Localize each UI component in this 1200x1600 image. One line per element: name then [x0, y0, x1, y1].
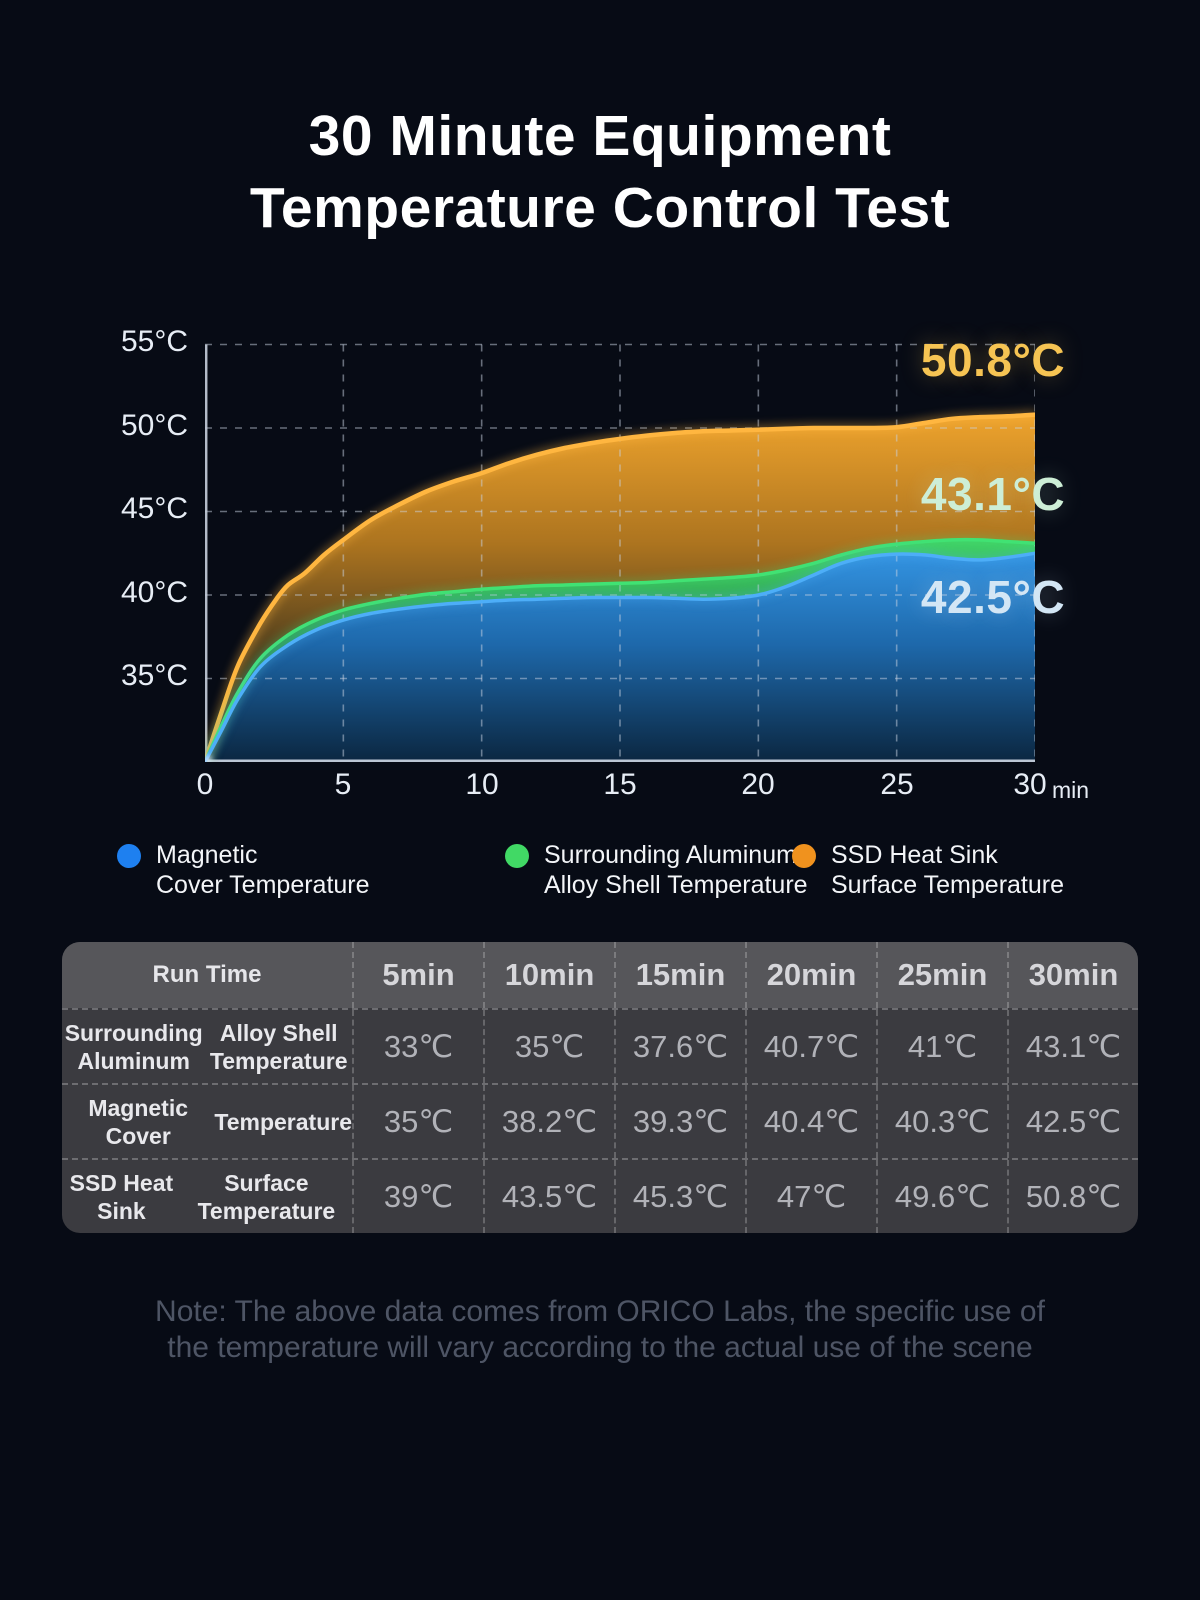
x-tick-25: 25	[880, 768, 914, 801]
table-row-label: SSD Heat Sink Surface Temperature	[62, 1160, 352, 1233]
y-tick-35: 35°C	[120, 659, 188, 692]
grid-lines	[205, 343, 1035, 762]
table-cell-value: 43.1℃	[1007, 1010, 1138, 1083]
table-row: SSD Heat Sink Surface Temperature 39℃ 43.5℃…	[62, 1158, 1138, 1233]
y-tick-50: 50°C	[120, 409, 188, 442]
page-title-line2: Temperature Control Test	[249, 176, 951, 241]
table-row-label-line: Magnetic Cover	[88, 1094, 189, 1149]
table-row-label-line: Surface Temperature	[197, 1169, 336, 1224]
legend-label-line2: Alloy Shell Temperature	[544, 871, 808, 899]
table-cell-value: 33℃	[352, 1010, 483, 1083]
origin-glow-dot	[205, 755, 212, 762]
table-row: Surrounding Aluminum Alloy Shell Temperat…	[62, 1008, 1138, 1083]
x-tick-20: 20	[741, 768, 775, 801]
table-row-label-line: Surrounding Aluminum	[64, 1019, 203, 1074]
table-header-5min: 5min	[352, 942, 483, 1008]
legend-label-line1: Surrounding Aluminum	[544, 841, 797, 869]
end-label-aluminum-shell: 43.1°C	[920, 468, 1066, 520]
table-header-15min: 15min	[614, 942, 745, 1008]
legend-label-ssd-heat-sink: SSD Heat Sink Surface Temperature	[831, 840, 1064, 900]
end-label-magnetic-cover: 42.5°C	[920, 571, 1066, 623]
x-tick-15: 15	[603, 768, 637, 801]
legend-dot-blue-icon	[117, 844, 141, 868]
table-cell-value: 42.5℃	[1007, 1085, 1138, 1158]
table-row-label: Surrounding Aluminum Alloy Shell Temperat…	[62, 1010, 352, 1083]
footnote: Note: The above data comes from ORICO La…	[0, 1294, 1200, 1366]
table-cell-value: 47℃	[745, 1160, 876, 1233]
y-tick-55: 55°C	[120, 325, 188, 358]
table-cell-value: 39.3℃	[614, 1085, 745, 1158]
table-header-row: Run Time 5min 10min 15min 20min 25min 30min	[62, 942, 1138, 1008]
table-cell-value: 49.6℃	[876, 1160, 1007, 1233]
footnote-line1: Note: The above data comes from ORICO La…	[155, 1295, 1045, 1328]
table-cell-value: 41℃	[876, 1010, 1007, 1083]
table-row: Magnetic Cover Temperature 35℃ 38.2℃ 39.3℃ 40…	[62, 1083, 1138, 1158]
chart-legend: Magnetic Cover Temperature Surrounding A…	[0, 840, 1200, 910]
legend-dot-orange-icon	[792, 844, 816, 868]
x-tick-0: 0	[196, 768, 214, 801]
shell-line	[205, 537, 1035, 762]
table-cell-value: 40.7℃	[745, 1010, 876, 1083]
legend-label-magnetic-cover: Magnetic Cover Temperature	[156, 840, 370, 900]
y-tick-45: 45°C	[120, 492, 188, 525]
table-cell-value: 50.8℃	[1007, 1160, 1138, 1233]
cover-area	[205, 553, 1035, 762]
footnote-line2: the temperature will vary according to t…	[167, 1331, 1033, 1364]
table-cell-value: 37.6℃	[614, 1010, 745, 1083]
legend-dot-green-icon	[505, 844, 529, 868]
table-cell-value: 43.5℃	[483, 1160, 614, 1233]
legend-label-line2: Cover Temperature	[156, 871, 370, 899]
legend-item-magnetic-cover: Magnetic Cover Temperature	[117, 840, 370, 900]
table-cell-value: 35℃	[483, 1010, 614, 1083]
legend-item-aluminum-shell: Surrounding Aluminum Alloy Shell Tempera…	[505, 840, 808, 900]
cover-line	[205, 551, 1035, 762]
table-row-label-line: SSD Heat Sink	[69, 1169, 174, 1224]
x-tick-30: 30	[1013, 768, 1047, 801]
x-axis-unit-label: min	[1052, 777, 1090, 803]
table-header-10min: 10min	[483, 942, 614, 1008]
table-header-run-time: Run Time	[152, 961, 262, 988]
table-cell-value: 45.3℃	[614, 1160, 745, 1233]
table-cell-value: 39℃	[352, 1160, 483, 1233]
table-header-25min: 25min	[876, 942, 1007, 1008]
table-cell-value: 35℃	[352, 1085, 483, 1158]
page-title-line1: 30 Minute Equipment	[308, 104, 892, 168]
page-title: 30 Minute Equipment Temperature Control …	[0, 100, 1200, 245]
temperature-data-table: Run Time 5min 10min 15min 20min 25min 30min Sur…	[62, 942, 1138, 1233]
x-tick-5: 5	[334, 768, 352, 801]
legend-label-aluminum-shell: Surrounding Aluminum Alloy Shell Tempera…	[544, 840, 808, 900]
temperature-area-chart	[205, 343, 1035, 762]
x-tick-10: 10	[465, 768, 499, 801]
end-label-ssd-heat-sink: 50.8°C	[920, 334, 1066, 386]
table-cell-value: 40.3℃	[876, 1085, 1007, 1158]
table-row-label: Magnetic Cover Temperature	[62, 1085, 352, 1158]
table-cell-value: 38.2℃	[483, 1085, 614, 1158]
legend-label-line1: SSD Heat Sink	[831, 841, 998, 869]
table-header-20min: 20min	[745, 942, 876, 1008]
legend-label-line1: Magnetic	[156, 841, 258, 869]
table-row-label-line: Alloy Shell Temperature	[209, 1019, 348, 1074]
legend-label-line2: Surface Temperature	[831, 871, 1064, 899]
table-cell-value: 40.4℃	[745, 1085, 876, 1158]
y-tick-40: 40°C	[120, 576, 188, 609]
legend-item-ssd-heat-sink: SSD Heat Sink Surface Temperature	[792, 840, 1064, 900]
table-header-30min: 30min	[1007, 942, 1138, 1008]
table-row-label-line: Temperature	[214, 1108, 352, 1135]
ssd-line	[205, 412, 1035, 762]
